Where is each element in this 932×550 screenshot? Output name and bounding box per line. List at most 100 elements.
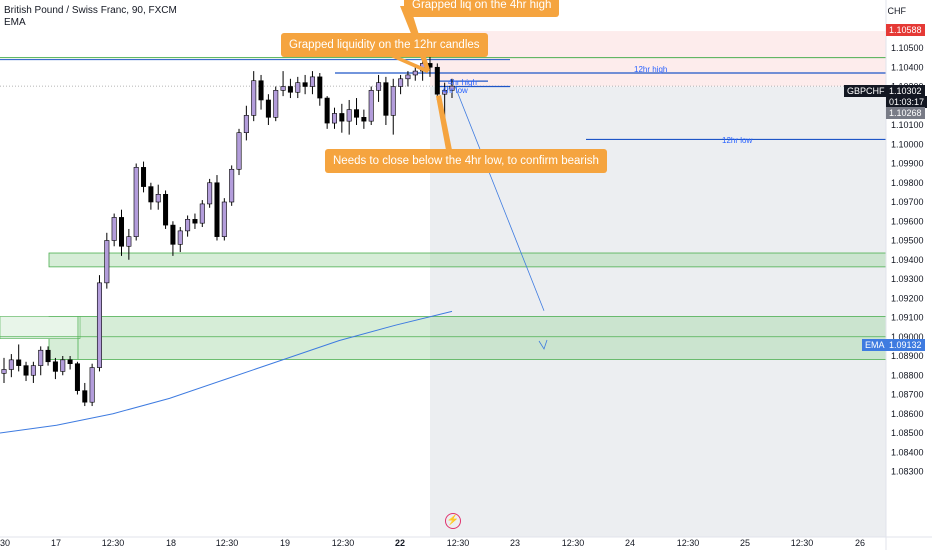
indicator-label[interactable]: EMA	[4, 17, 26, 28]
y-tick-label: 1.10100	[891, 120, 924, 130]
supply-area	[430, 31, 886, 87]
x-tick-label: 26	[855, 538, 865, 548]
y-tick-label: 1.09300	[891, 274, 924, 284]
candle-body	[280, 86, 286, 91]
candle-body	[229, 168, 235, 203]
candle-body	[45, 349, 51, 363]
candle-body	[16, 359, 22, 366]
candle-body	[126, 236, 132, 247]
candle-body	[170, 224, 176, 245]
chart-title: British Pound / Swiss Franc, 90, FXCM	[4, 5, 177, 16]
y-tick-label: 1.09400	[891, 255, 924, 265]
candle-body	[309, 76, 315, 87]
candle-body	[155, 194, 161, 203]
candle-body	[346, 109, 352, 122]
candle-body	[60, 359, 66, 372]
demand-zone-left-box	[0, 316, 81, 339]
y-tick-label: 1.09200	[891, 293, 924, 303]
x-tick-label: 12:30	[562, 538, 585, 548]
candle-body	[207, 182, 213, 205]
label-12hr-high: 12hr high	[634, 65, 668, 74]
candle-body	[390, 86, 396, 116]
callout-confirm-bearish[interactable]: Needs to close below the 4hr low, to con…	[325, 149, 607, 173]
symbol-badge: GBPCHF	[844, 85, 888, 97]
candle-body	[133, 167, 139, 237]
label-4hr-high: 4hr high	[448, 78, 477, 87]
y-tick-label: 1.09000	[891, 332, 924, 342]
candle-body	[119, 217, 125, 247]
candle-body	[214, 182, 220, 237]
candle-body	[177, 230, 183, 245]
x-tick-label: 30	[0, 538, 10, 548]
candle-body	[442, 90, 448, 95]
candle-body	[199, 203, 205, 224]
y-tick-label: 1.10000	[891, 139, 924, 149]
y-tick-label: 1.08800	[891, 370, 924, 380]
projection-arrow	[454, 85, 545, 311]
candle-body	[258, 80, 264, 101]
tradingview-logo-icon[interactable]: ⚡	[445, 513, 461, 529]
candle-body	[368, 90, 374, 122]
y-tick-label: 1.08900	[891, 351, 924, 361]
candle-body	[236, 132, 242, 170]
ema-label-badge: EMA	[862, 339, 888, 351]
candle-body	[354, 109, 360, 118]
x-tick-label: 12:30	[102, 538, 125, 548]
candle-body	[141, 167, 147, 187]
candle-body	[8, 359, 14, 370]
candle-body	[52, 361, 58, 372]
candle-body	[38, 349, 44, 366]
price-badge-top: 1.10588	[886, 24, 925, 36]
candle-body	[67, 359, 73, 365]
candle-body	[82, 390, 88, 403]
candle-body	[221, 201, 227, 237]
x-tick-label: 23	[510, 538, 520, 548]
x-tick-label: 24	[625, 538, 635, 548]
x-tick-label: 12:30	[447, 538, 470, 548]
y-tick-label: 1.09700	[891, 197, 924, 207]
candle-body	[412, 70, 418, 76]
candle-body	[331, 113, 337, 124]
candle-body	[104, 240, 110, 284]
candle-body	[405, 74, 411, 80]
candle-body	[295, 82, 301, 93]
x-tick-label: 25	[740, 538, 750, 548]
y-tick-label: 1.10400	[891, 62, 924, 72]
y-tick-label: 1.08300	[891, 467, 924, 477]
y-tick-label: 1.10500	[891, 43, 924, 53]
x-tick-label: 12:30	[791, 538, 814, 548]
x-tick-label: 18	[166, 538, 176, 548]
candle-body	[449, 85, 455, 91]
candle-body	[185, 219, 191, 232]
candle-body	[398, 78, 404, 87]
label-12hr-low: 12hr low	[722, 136, 753, 145]
x-tick-label: 19	[280, 538, 290, 548]
ema-price-badge: 1.09132	[886, 339, 925, 351]
y-tick-label: 1.09100	[891, 313, 924, 323]
ema-line	[0, 310, 453, 434]
candle-body	[324, 97, 330, 124]
y-tick-label: 1.08500	[891, 428, 924, 438]
x-tick-label: 12:30	[216, 538, 239, 548]
label-4hr-low: 4hr low	[442, 86, 468, 95]
candle-body	[302, 82, 308, 87]
candle-body	[96, 282, 102, 368]
candle-body	[148, 186, 154, 203]
countdown-badge: 01:03:17	[886, 96, 928, 108]
candle-body	[243, 115, 249, 134]
candle-body	[317, 76, 323, 99]
y-tick-label: 1.09500	[891, 236, 924, 246]
candle-body	[376, 82, 382, 91]
candle-body	[192, 219, 198, 224]
callout-12hr-liquidity[interactable]: Grapped liquidity on the 12hr candles	[281, 33, 488, 57]
candle-body	[251, 80, 257, 116]
candle-body	[23, 365, 29, 376]
candle-body	[163, 194, 169, 226]
callout-pointer-bottom	[436, 95, 452, 150]
callout-4hr-high[interactable]: Grapped liq on the 4hr high	[404, 0, 560, 17]
demand-zone-2	[48, 316, 887, 360]
candle-body	[287, 86, 293, 93]
y-tick-label: 1.08600	[891, 409, 924, 419]
candle-body	[339, 113, 345, 122]
